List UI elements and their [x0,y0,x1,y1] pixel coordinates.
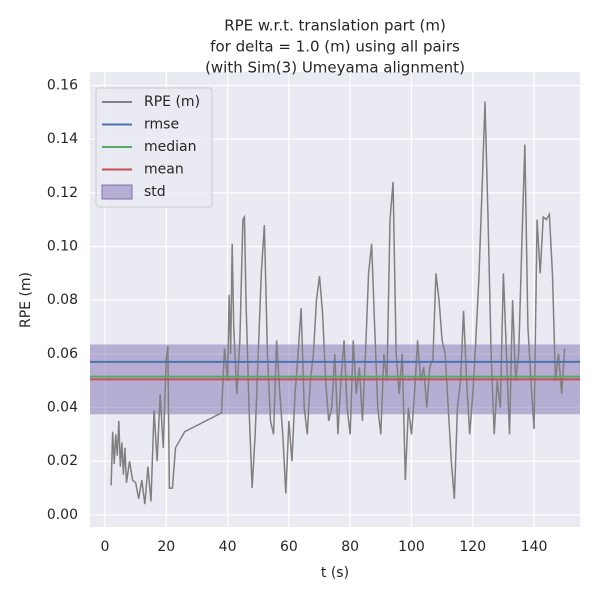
x-tick-label: 0 [101,539,110,555]
y-tick-label: 0.14 [47,131,78,147]
chart-title: for delta = 1.0 (m) using all pairs [210,38,460,56]
y-tick-label: 0.00 [47,507,78,523]
x-tick-label: 100 [398,539,425,555]
legend-label: mean [144,162,184,178]
y-axis-label: RPE (m) [18,272,34,328]
legend-swatch [101,184,133,200]
y-tick-label: 0.08 [47,292,78,308]
legend [95,87,213,208]
y-tick-label: 0.06 [47,346,78,362]
x-tick-label: 40 [219,539,237,555]
chart-title: (with Sim(3) Umeyama alignment) [205,59,465,77]
y-tick-label: 0.16 [47,77,78,93]
x-tick-label: 20 [157,539,175,555]
legend-label: RPE (m) [144,94,200,110]
y-tick-label: 0.02 [47,453,78,469]
y-tick-label: 0.04 [47,400,78,416]
legend-label: std [144,184,166,200]
rpe-line [110,101,566,505]
x-tick-label: 80 [341,539,359,555]
chart-title: RPE w.r.t. translation part (m) [224,17,446,35]
x-tick-label: 60 [280,539,298,555]
x-tick-label: 120 [459,539,486,555]
x-axis-label: t (s) [321,565,349,581]
legend-label: median [144,139,196,155]
y-tick-label: 0.10 [47,238,78,254]
y-tick-label: 0.12 [47,185,78,201]
legend-label: rmse [144,117,179,133]
x-tick-label: 140 [521,539,548,555]
